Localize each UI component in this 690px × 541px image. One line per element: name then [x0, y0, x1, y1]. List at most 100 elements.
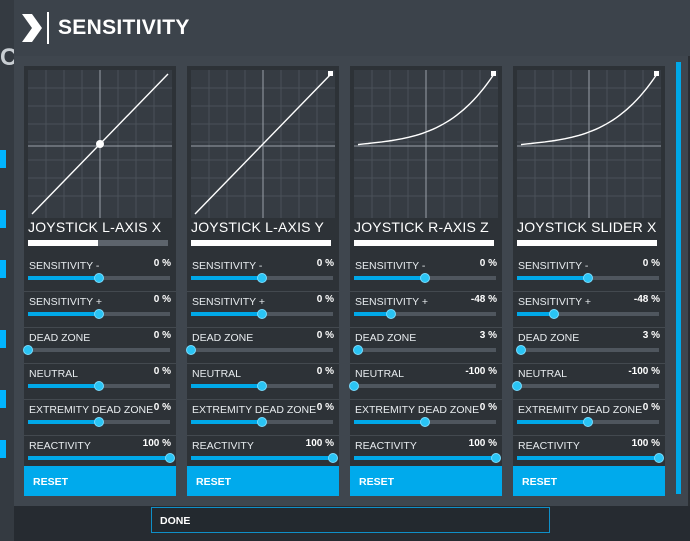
- reset-button[interactable]: RESET: [350, 466, 502, 496]
- row-divider: [187, 435, 339, 436]
- setting-label: DEAD ZONE: [29, 332, 91, 344]
- setting-slider-track[interactable]: [354, 384, 496, 388]
- setting-slider-track[interactable]: [517, 456, 659, 460]
- setting-slider-handle[interactable]: [94, 417, 104, 427]
- axis-name: JOYSTICK SLIDER X: [517, 219, 657, 235]
- setting-slider-handle[interactable]: [512, 381, 522, 391]
- scrollbar[interactable]: [676, 62, 681, 494]
- setting-slider-handle[interactable]: [420, 273, 430, 283]
- setting-slider-fill: [191, 384, 262, 388]
- row-divider: [350, 435, 502, 436]
- setting-slider-handle[interactable]: [257, 273, 267, 283]
- background-tab-marker: [0, 260, 6, 278]
- setting-label: REACTIVITY: [355, 440, 417, 452]
- background-tab-marker: [0, 210, 6, 228]
- setting-value: -48 %: [470, 294, 497, 305]
- setting-slider-fill: [354, 456, 496, 460]
- setting-slider-handle[interactable]: [257, 417, 267, 427]
- setting-value: 100 %: [305, 438, 334, 449]
- setting-slider-handle[interactable]: [516, 345, 527, 355]
- row-divider: [24, 435, 176, 436]
- setting-slider-track[interactable]: [354, 312, 496, 316]
- setting-slider-fill: [191, 312, 262, 316]
- setting-slider-track[interactable]: [191, 348, 333, 352]
- setting-slider-handle[interactable]: [548, 309, 559, 319]
- setting-slider-track[interactable]: [28, 348, 170, 352]
- setting-slider-handle[interactable]: [654, 453, 664, 463]
- setting-slider-handle[interactable]: [94, 273, 104, 283]
- setting-row: DEAD ZONE 3 %: [350, 328, 502, 364]
- setting-row: SENSITIVITY + -48 %: [513, 292, 665, 328]
- setting-value: -100 %: [628, 366, 660, 377]
- setting-slider-handle[interactable]: [186, 345, 196, 355]
- setting-value: 0 %: [642, 258, 660, 269]
- axis-column: JOYSTICK L-AXIS Y SENSITIVITY -0 % SENSITI…: [186, 66, 339, 496]
- setting-row: NEUTRAL -100 %: [512, 364, 665, 400]
- setting-slider-fill: [517, 420, 588, 424]
- setting-value: 0 %: [642, 402, 660, 413]
- setting-row: DEAD ZONE 3 %: [513, 328, 665, 364]
- setting-slider-handle[interactable]: [583, 273, 593, 283]
- setting-slider-handle[interactable]: [349, 381, 359, 391]
- setting-slider-track[interactable]: [354, 348, 496, 352]
- setting-slider-track[interactable]: [517, 384, 659, 388]
- setting-value: 0 %: [153, 258, 171, 269]
- setting-row: SENSITIVITY - 0 %: [350, 256, 502, 292]
- setting-slider-fill: [191, 420, 262, 424]
- response-curve-graph: [191, 70, 335, 218]
- setting-value: 0 %: [316, 258, 334, 269]
- setting-value: 3 %: [642, 330, 660, 341]
- setting-slider-handle[interactable]: [420, 417, 430, 427]
- row-divider: [24, 291, 176, 292]
- setting-row: NEUTRAL 0 %: [24, 364, 176, 400]
- setting-slider-handle[interactable]: [385, 309, 396, 319]
- back-chevron-icon[interactable]: [20, 6, 54, 50]
- setting-value: 0 %: [316, 402, 334, 413]
- setting-value: 0 %: [479, 258, 497, 269]
- setting-value: 100 %: [631, 438, 660, 449]
- setting-value: 3 %: [479, 330, 497, 341]
- setting-slider-handle[interactable]: [257, 309, 267, 319]
- setting-label: SENSITIVITY +: [192, 296, 266, 308]
- dialog-header: SENSITIVITY: [14, 0, 690, 56]
- row-divider: [24, 363, 176, 364]
- setting-label: SENSITIVITY -: [355, 260, 426, 272]
- setting-value: 0 %: [153, 330, 171, 341]
- row-divider: [513, 327, 665, 328]
- setting-slider-handle[interactable]: [583, 417, 593, 427]
- setting-row: SENSITIVITY - 0 %: [24, 256, 176, 292]
- setting-label: REACTIVITY: [192, 440, 254, 452]
- setting-slider-handle[interactable]: [328, 453, 338, 463]
- setting-slider-handle[interactable]: [165, 453, 175, 463]
- setting-label: NEUTRAL: [355, 368, 405, 380]
- axis-name: JOYSTICK L-AXIS Y: [191, 219, 325, 235]
- setting-slider-track[interactable]: [191, 456, 333, 460]
- setting-slider-fill: [28, 276, 99, 280]
- setting-value: 100 %: [468, 438, 497, 449]
- setting-slider-fill: [354, 420, 425, 424]
- setting-slider-track[interactable]: [354, 456, 496, 460]
- setting-slider-track[interactable]: [517, 348, 659, 352]
- setting-slider-fill: [517, 456, 659, 460]
- setting-slider-handle[interactable]: [94, 309, 104, 319]
- reset-button[interactable]: RESET: [513, 466, 665, 496]
- setting-slider-handle[interactable]: [94, 381, 104, 391]
- setting-slider-fill: [28, 384, 99, 388]
- setting-slider-track[interactable]: [517, 312, 659, 316]
- row-divider: [513, 435, 665, 436]
- setting-slider-fill: [517, 276, 588, 280]
- setting-slider-fill: [28, 456, 170, 460]
- setting-row: SENSITIVITY + -48 %: [350, 292, 502, 328]
- reset-button[interactable]: RESET: [24, 466, 176, 496]
- setting-slider-handle[interactable]: [23, 345, 33, 355]
- done-button[interactable]: DONE: [151, 507, 550, 533]
- setting-slider-track[interactable]: [28, 456, 170, 460]
- setting-label: SENSITIVITY +: [355, 296, 429, 308]
- setting-slider-handle[interactable]: [257, 381, 267, 391]
- reset-button[interactable]: RESET: [187, 466, 339, 496]
- setting-slider-handle[interactable]: [353, 345, 364, 355]
- setting-row: EXTREMITY DEAD ZONE 0 %: [513, 400, 665, 436]
- setting-row: SENSITIVITY + 0 %: [24, 292, 176, 328]
- background-tab-marker: [0, 330, 6, 348]
- setting-slider-handle[interactable]: [491, 453, 501, 463]
